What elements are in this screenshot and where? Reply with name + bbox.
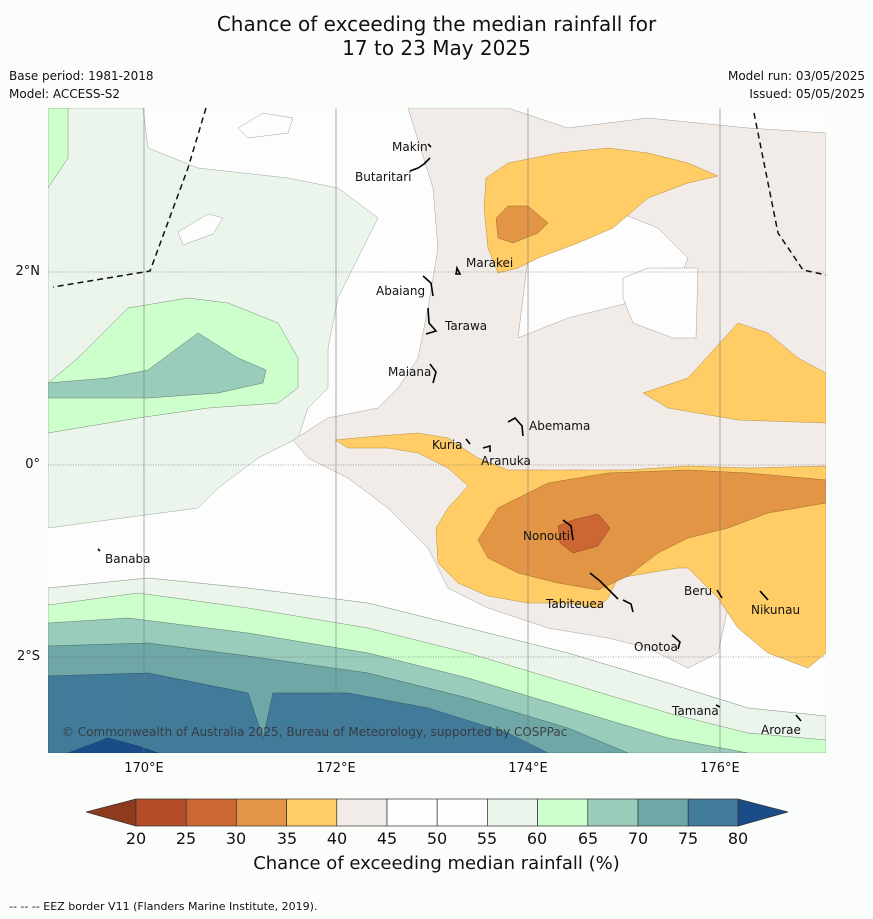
colorbar-tick-60: 60 <box>526 829 548 848</box>
colorbar-tick-25: 25 <box>175 829 197 848</box>
issued-date: Issued: 05/05/2025 <box>749 87 865 101</box>
island-nonouti <box>562 519 574 541</box>
colorbar-tick-20: 20 <box>125 829 147 848</box>
colorbar-60-65 <box>537 798 589 827</box>
lon-label-174e: 174°E <box>508 761 548 776</box>
title-line-2: 17 to 23 May 2025 <box>342 36 531 60</box>
label-nikunau: Nikunau <box>751 603 800 617</box>
colorbar-tick-70: 70 <box>627 829 649 848</box>
eez-footnote: -- -- -- EEZ border V11 (Flanders Marine… <box>9 900 318 913</box>
island-abemama <box>507 416 524 437</box>
lon-label-172e: 172°E <box>316 761 356 776</box>
island-abaiang <box>422 275 434 297</box>
colorbar <box>86 798 788 827</box>
colorbar-tick-50: 50 <box>426 829 448 848</box>
lon-label-170e: 170°E <box>124 761 164 776</box>
colorbar-30-35 <box>236 798 287 827</box>
place-labels: Makin Butaritari Marakei Abaiang Tarawa … <box>105 140 801 737</box>
lon-label-176e: 176°E <box>700 761 740 776</box>
island-arorae <box>795 714 802 722</box>
graticule-lat <box>48 271 826 658</box>
region-35-40-north <box>483 147 719 274</box>
island-banaba <box>97 548 101 552</box>
island-marakei <box>455 265 462 275</box>
region-white-patch-1 <box>177 213 224 246</box>
colorbar-70-75 <box>637 798 689 827</box>
colorbar-20-25 <box>135 798 187 827</box>
label-arorae: Arorae <box>761 723 801 737</box>
label-maiana: Maiana <box>388 365 431 379</box>
island-tabiteuea <box>589 572 634 613</box>
region-60-65-west <box>48 108 69 189</box>
region-30-35-central <box>477 469 826 591</box>
colorbar-25-30 <box>185 798 237 827</box>
eez-border <box>52 108 826 288</box>
region-35-40-east <box>642 322 826 424</box>
graticule <box>143 108 721 753</box>
colorbar-above-80 <box>737 798 788 827</box>
lat-label-0: 0° <box>25 457 40 472</box>
colorbar-75-80 <box>687 798 739 827</box>
colorbar-50-55 <box>436 798 488 827</box>
island-makin <box>427 143 432 148</box>
copyright: © Commonwealth of Australia 2025, Bureau… <box>62 725 567 739</box>
colorbar-tick-30: 30 <box>225 829 247 848</box>
colorbar-35-40 <box>286 798 338 827</box>
islands <box>97 143 802 722</box>
island-nikunau <box>759 590 769 601</box>
island-aranuka <box>482 444 491 452</box>
label-banaba: Banaba <box>105 552 151 566</box>
island-onotoa <box>671 634 681 650</box>
label-abaiang: Abaiang <box>376 284 425 298</box>
label-tabiteuea: Tabiteuea <box>545 597 604 611</box>
region-25-30-central <box>557 513 611 554</box>
label-nonouti: Nonouti <box>523 529 570 543</box>
meta-left: Base period: 1981-2018 Model: ACCESS-S2 <box>9 67 154 103</box>
island-maiana <box>429 363 437 384</box>
label-onotoa: Onotoa <box>634 640 678 654</box>
label-makin: Makin <box>392 140 428 154</box>
label-kuria: Kuria <box>432 438 463 452</box>
title-line-1: Chance of exceeding the median rainfall … <box>216 12 657 36</box>
island-tamana <box>715 704 721 708</box>
colorbar-tick-55: 55 <box>476 829 498 848</box>
lat-label-2s: 2°S <box>16 649 40 664</box>
label-tarawa: Tarawa <box>444 319 487 333</box>
model-name: Model: ACCESS-S2 <box>9 87 121 101</box>
colorbar-below-20 <box>86 798 137 827</box>
label-aranuka: Aranuka <box>481 454 531 468</box>
island-kuria <box>465 438 471 445</box>
map-title: Chance of exceeding the median rainfall … <box>0 12 873 60</box>
colorbar-tick-65: 65 <box>577 829 599 848</box>
colorbar-tick-35: 35 <box>276 829 298 848</box>
colorbar-tick-45: 45 <box>376 829 398 848</box>
region-75-80-south <box>48 672 549 753</box>
island-butaritari <box>409 157 431 172</box>
island-beru <box>716 589 723 599</box>
region-30-35-north <box>495 205 549 244</box>
region-white-hole-2 <box>622 267 699 339</box>
meta-right: Model run: 03/05/2025 Issued: 05/05/2025 <box>728 67 865 103</box>
colorbar-tick-80: 80 <box>727 829 749 848</box>
label-beru: Beru <box>684 584 712 598</box>
island-tarawa <box>425 307 438 335</box>
model-run: Model run: 03/05/2025 <box>727 69 865 83</box>
region-65-70-west <box>48 332 267 399</box>
colorbar-title: Chance of exceeding median rainfall (%) <box>253 853 620 874</box>
label-tamana: Tamana <box>671 704 719 718</box>
lat-label-2n: 2°N <box>15 264 41 279</box>
region-above-80-south <box>67 737 159 753</box>
label-marakei: Marakei <box>466 256 513 270</box>
rainfall-map: Makin Butaritari Marakei Abaiang Tarawa … <box>48 108 826 753</box>
base-period: Base period: 1981-2018 <box>9 69 154 83</box>
colorbar-45-50 <box>386 798 438 827</box>
colorbar-55-60 <box>487 798 538 827</box>
colorbar-tick-40: 40 <box>326 829 348 848</box>
label-butaritari: Butaritari <box>355 170 412 184</box>
label-abemama: Abemama <box>529 419 590 433</box>
colorbar-65-70 <box>587 798 639 827</box>
colorbar-40-45 <box>336 798 388 827</box>
region-white-patch-2 <box>237 112 294 139</box>
colorbar-tick-75: 75 <box>677 829 699 848</box>
